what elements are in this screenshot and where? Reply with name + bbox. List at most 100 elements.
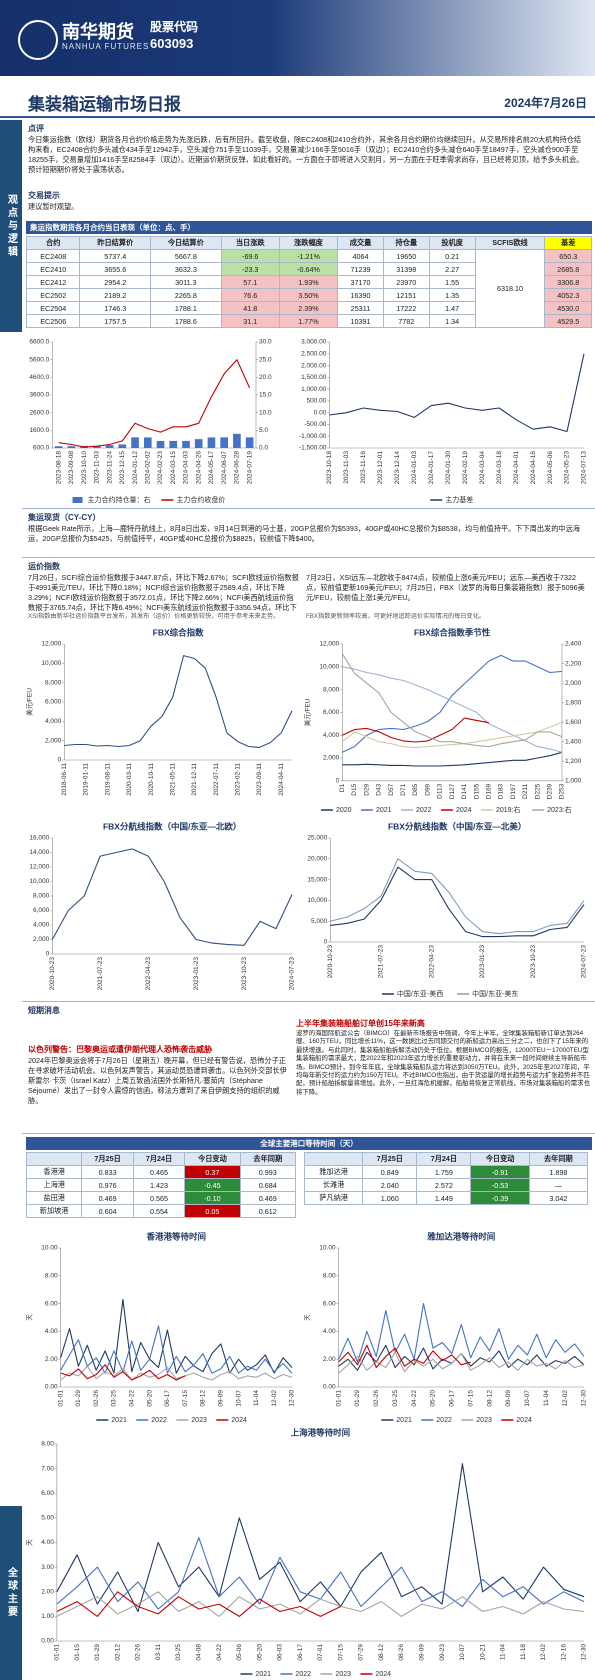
y-tick-label: 10,000: [319, 664, 339, 671]
x-tick-label: D99: [424, 783, 431, 795]
x-tick-label: 2024-03-15: [170, 451, 177, 485]
table-cell: —: [528, 1178, 589, 1192]
y-tick-label: 3.00: [41, 1564, 54, 1571]
y-tick-label: 10.00: [319, 1245, 336, 1252]
y-tick-label: 4.00: [45, 1328, 58, 1335]
x-tick-label: 2020-10-11: [148, 763, 155, 796]
table-cell: 1.060: [362, 1191, 418, 1205]
y-tick-label: 2,000: [323, 755, 340, 762]
table-cell: EC2408: [25, 249, 81, 263]
x-tick-label: 2023-09-11: [256, 763, 263, 796]
table-row: EC2504 1746.3 1788.1 41.8 2.39% 25311 17222 1.4…: [25, 301, 592, 315]
x-tick-label: 12-30: [289, 1390, 296, 1407]
port-table: 7月25日 7月24日 今日变动 去年同期 雅加达港 0.849 1.759 -0.91 1.8…: [303, 1152, 589, 1205]
x-tick-label: 03-25: [392, 1390, 399, 1407]
y-tick-label: 8.00: [45, 1273, 58, 1280]
table-cell: 4064: [337, 249, 384, 263]
table-cell: 3655.6: [79, 262, 152, 276]
table-cell: EC2410: [25, 262, 81, 276]
report-title: 集装箱运输市场日报: [28, 95, 181, 114]
table-cell: 0.684: [239, 1178, 297, 1192]
table-cell: EC2506: [25, 314, 81, 328]
y-tick-label: 6,000: [45, 699, 62, 706]
chart-title: FBX综合指数: [153, 627, 205, 637]
table-cell: EC2412: [25, 275, 81, 289]
y2-tick-label: 10.0: [259, 409, 272, 416]
y-tick-label: 12,000: [41, 641, 61, 648]
table-cell: 1757.5: [79, 314, 152, 328]
x-tick-label: D57: [388, 783, 395, 795]
column-header: SCFIS欧线: [474, 236, 546, 250]
x-tick-label: D183: [498, 783, 505, 799]
column-header: [303, 1152, 364, 1166]
legend-label: 2024: [516, 1417, 532, 1424]
line-series: [329, 353, 585, 433]
x-tick-label: 2023-11-16: [360, 451, 367, 484]
y-tick-label: 6,000: [323, 709, 340, 716]
x-tick-label: 10-07: [459, 1644, 466, 1661]
y-tick-label: 4600.0: [29, 374, 49, 381]
legend-label: 2020: [336, 807, 352, 814]
x-tick-label: D155: [473, 783, 480, 799]
x-tick-label: 05-20: [430, 1390, 437, 1407]
table-cell: 1.449: [416, 1191, 472, 1205]
x-tick-label: 2024-04-11: [278, 763, 285, 796]
x-tick-label: 12-30: [581, 1390, 588, 1407]
logo-mark: [18, 20, 58, 60]
table-title: 全球主要港口等待时间（天）: [26, 1137, 592, 1150]
x-tick-label: 2023-01-23: [193, 957, 200, 991]
table-cell: 1788.1: [150, 301, 222, 315]
table-row: EC2506 1757.5 1788.6 31.1 1.77% 10391 7782 1.34…: [25, 314, 592, 328]
table-cell: 0.976: [81, 1178, 134, 1192]
x-tick-label: 11-18: [520, 1644, 527, 1661]
table-row: 萨凡纳港 1.060 1.449 -0.39 3.042: [303, 1191, 589, 1205]
y-tick-label: 6600.0: [29, 339, 49, 346]
y-tick-label: 12,000: [29, 864, 49, 871]
table-cell: 1.77%: [278, 314, 339, 328]
line-series: [56, 1463, 585, 1613]
x-tick-label: 12-02: [271, 1390, 278, 1407]
line-series: [330, 866, 585, 938]
table-cell: 3.50%: [278, 288, 339, 302]
table-cell: EC2502: [25, 288, 81, 302]
y-tick-label: 6.00: [45, 1300, 58, 1307]
table-cell: 3632.3: [150, 262, 222, 276]
table-row: 盐田港 0.469 0.565 -0.10 0.469: [25, 1191, 297, 1205]
table-cell: 5667.8: [150, 249, 222, 263]
legend-label: 主力合约收盘价: [176, 495, 225, 504]
x-tick-label: 2024-05-17: [208, 451, 215, 485]
x-tick-label: 03-11: [155, 1644, 162, 1661]
y-tick-label: 4.00: [323, 1328, 336, 1335]
table-cell: 0.849: [362, 1165, 418, 1179]
table-cell: 41.8: [220, 301, 280, 315]
x-tick-label: D1: [339, 783, 346, 792]
y-tick-label: 15,000: [307, 876, 327, 883]
line-series: [60, 1325, 293, 1374]
legend-label: 中国/东亚-美东: [472, 989, 518, 998]
bar: [194, 439, 203, 448]
x-tick-label: 2024-04-01: [513, 451, 520, 485]
news-text: 2024年巴黎奥运会将于7月26日（星期五）晚开幕，但已经有警告说，恐怖分子正在…: [28, 1056, 287, 1105]
x-tick-label: 08-12: [200, 1390, 207, 1407]
column-header: 7月24日: [416, 1152, 472, 1166]
x-tick-label: 2018-06-11: [61, 763, 68, 796]
table-cell: -0.53: [470, 1178, 530, 1192]
legend-label: 2022: [151, 1417, 167, 1424]
x-tick-label: 2024-06-07: [221, 451, 228, 485]
bar: [105, 445, 114, 448]
line-series: [342, 717, 489, 743]
table-cell: 12151: [382, 288, 430, 302]
x-tick-label: D43: [376, 783, 383, 795]
table-title: 集运指数期货各月合约当日表现（单位：点、手）: [26, 221, 592, 234]
x-tick-label: 02-26: [135, 1644, 142, 1661]
y-tick-label: 1,000.00: [301, 386, 327, 393]
y-tick-label: 8.00: [41, 1441, 54, 1448]
table-row: EC2408 5737.4 5667.8 -69.6 -1.21% 4064 19650 0.…: [25, 249, 592, 328]
x-tick-label: 10-07: [524, 1390, 531, 1407]
legend-label: 2022: [295, 1671, 311, 1678]
y-tick-label: 0.00: [323, 1384, 336, 1391]
freight-note: FBX指数更新频率较高，可更好地追踪运价实际情况的每日变化。: [306, 613, 486, 620]
table-cell: 3.042: [528, 1191, 589, 1205]
x-tick-label: 12-02: [562, 1390, 569, 1407]
